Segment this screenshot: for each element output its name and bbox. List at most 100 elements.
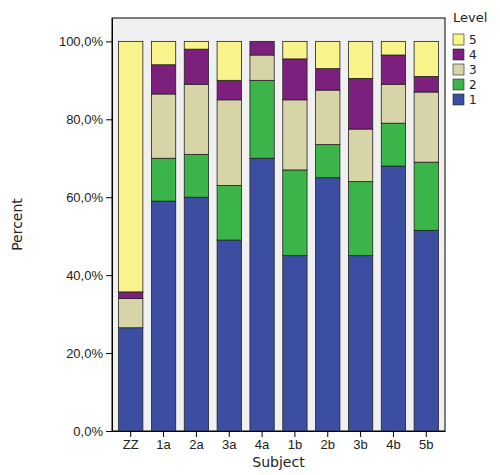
x-tick-mark	[163, 431, 164, 437]
legend-swatch	[453, 94, 464, 105]
legend-label: 1	[469, 93, 477, 107]
y-tick-mark	[106, 275, 112, 276]
x-tick: ZZ	[123, 431, 139, 452]
bar-segment	[250, 158, 274, 431]
chart: 0,0% 20,0% 40,0% 60,0% 80,0% 100,0% ZZ 1a 2a 3a 4a…	[0, 0, 500, 475]
x-tick-label: 3b	[353, 437, 367, 452]
bar-segment	[414, 76, 438, 92]
x-tick-mark	[393, 431, 394, 437]
x-axis: ZZ1a2a3a4a1b2b3b4b5b	[113, 431, 446, 452]
bar-segment	[119, 292, 143, 299]
y-tick: 20,0%	[66, 346, 112, 361]
bar-segment	[316, 145, 340, 178]
bar-segment	[151, 158, 175, 201]
x-tick: 2a	[189, 431, 204, 452]
y-tick-label: 40,0%	[66, 268, 103, 283]
series	[119, 55, 439, 328]
bar-segment	[283, 59, 307, 100]
series	[119, 158, 439, 431]
x-tick-mark	[360, 431, 361, 437]
y-axis-line	[112, 19, 113, 432]
legend-title: Level	[453, 10, 487, 25]
series	[119, 41, 439, 292]
y-tick-mark	[106, 41, 112, 42]
bar-segment	[414, 92, 438, 162]
y-tick: 100,0%	[59, 34, 112, 49]
y-tick: 80,0%	[66, 112, 112, 127]
bar-segment	[348, 41, 372, 78]
bar-segment	[184, 49, 208, 84]
y-tick: 40,0%	[66, 268, 112, 283]
legend: Level 54321	[453, 10, 487, 107]
x-tick-label: 1a	[156, 437, 171, 452]
x-tick: 1b	[288, 431, 302, 452]
x-tick-label: 2a	[189, 437, 204, 452]
y-tick-mark	[106, 431, 112, 432]
x-tick-mark	[196, 431, 197, 437]
bar-segment	[217, 41, 241, 80]
y-tick: 60,0%	[66, 190, 112, 205]
bar-segment	[250, 41, 274, 55]
legend-label: 5	[469, 33, 477, 47]
bar-segment	[217, 186, 241, 241]
bar-segment	[119, 299, 143, 328]
x-tick-mark	[229, 431, 230, 437]
x-tick: 1a	[156, 431, 171, 452]
x-tick-mark	[426, 431, 427, 437]
legend-swatch	[453, 49, 464, 60]
legend-swatch	[453, 34, 464, 45]
bar-segment	[184, 84, 208, 154]
bar-segment	[283, 41, 307, 59]
bar-segment	[151, 201, 175, 431]
y-tick-mark	[106, 197, 112, 198]
x-tick-label: 5b	[419, 437, 433, 452]
legend-label: 4	[469, 48, 477, 62]
series	[151, 80, 438, 255]
bar-segment	[217, 240, 241, 431]
y-axis-title: Percent	[9, 198, 25, 251]
bar-segment	[348, 78, 372, 129]
x-tick-label: 2b	[321, 437, 335, 452]
bar-segment	[316, 178, 340, 431]
x-tick-mark	[327, 431, 328, 437]
x-axis-line	[113, 431, 446, 432]
y-tick: 0,0%	[73, 424, 112, 439]
y-tick-mark	[106, 119, 112, 120]
legend-label: 3	[469, 63, 477, 77]
series	[119, 41, 439, 298]
bars	[119, 41, 439, 431]
bar-segment	[414, 162, 438, 230]
bar-segment	[348, 182, 372, 256]
legend-swatch	[453, 64, 464, 75]
x-tick-mark	[262, 431, 263, 437]
bar-segment	[283, 100, 307, 170]
legend-label: 2	[469, 78, 477, 92]
bar-segment	[316, 41, 340, 68]
bar-segment	[119, 328, 143, 431]
bar-segment	[348, 129, 372, 182]
x-tick-mark	[130, 431, 131, 437]
x-tick: 5b	[419, 431, 433, 452]
y-axis: 0,0% 20,0% 40,0% 60,0% 80,0% 100,0%	[59, 19, 113, 439]
bar-segment	[316, 69, 340, 90]
bar-segment	[217, 100, 241, 186]
x-tick: 3a	[222, 431, 237, 452]
bar-segment	[348, 256, 372, 431]
y-tick-mark	[106, 353, 112, 354]
y-tick-label: 0,0%	[73, 424, 103, 439]
x-tick-label: ZZ	[123, 437, 139, 452]
bar-segment	[250, 55, 274, 80]
x-tick-label: 4a	[255, 437, 270, 452]
bar-segment	[283, 170, 307, 256]
y-tick-label: 60,0%	[66, 190, 103, 205]
x-tick: 4a	[255, 431, 270, 452]
bar-segment	[151, 65, 175, 94]
bar-segment	[151, 94, 175, 158]
y-tick-label: 20,0%	[66, 346, 103, 361]
legend-swatch	[453, 79, 464, 90]
bar-segment	[283, 256, 307, 431]
bar-segment	[151, 41, 175, 64]
bar-segment	[414, 230, 438, 431]
x-axis-title: Subject	[252, 454, 305, 470]
bar-segment	[414, 41, 438, 76]
